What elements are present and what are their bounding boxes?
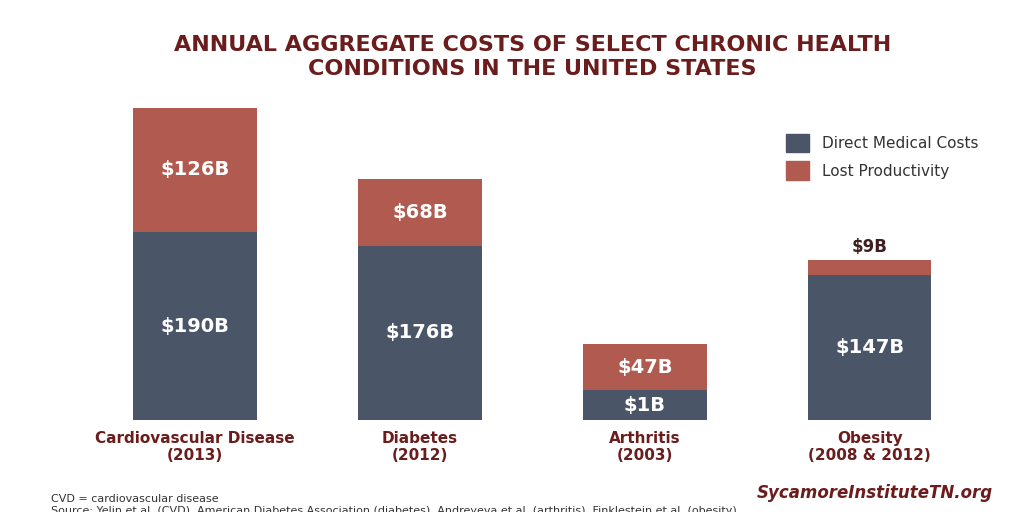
Text: $68B: $68B — [392, 203, 447, 222]
Text: SycamoreInstituteTN.org: SycamoreInstituteTN.org — [757, 484, 993, 502]
Text: $126B: $126B — [161, 160, 230, 180]
Text: $190B: $190B — [161, 316, 229, 335]
Bar — [808, 274, 932, 420]
Bar — [133, 232, 257, 420]
Bar — [133, 108, 257, 232]
Bar — [583, 390, 707, 420]
Bar — [358, 246, 482, 420]
Text: $176B: $176B — [385, 324, 455, 343]
Title: ANNUAL AGGREGATE COSTS OF SELECT CHRONIC HEALTH
CONDITIONS IN THE UNITED STATES: ANNUAL AGGREGATE COSTS OF SELECT CHRONIC… — [174, 35, 891, 79]
Bar — [358, 179, 482, 246]
Legend: Direct Medical Costs, Lost Productivity: Direct Medical Costs, Lost Productivity — [778, 126, 986, 188]
Text: $9B: $9B — [852, 238, 888, 256]
Text: $1B: $1B — [624, 396, 666, 415]
Text: CVD = cardiovascular disease: CVD = cardiovascular disease — [51, 494, 219, 504]
Bar — [583, 344, 707, 390]
Text: $47B: $47B — [617, 357, 673, 376]
Text: $147B: $147B — [836, 338, 904, 357]
Text: Source: Yelin et al. (CVD), American Diabetes Association (diabetes), Andreyeva : Source: Yelin et al. (CVD), American Dia… — [51, 506, 737, 512]
Bar — [808, 260, 932, 274]
